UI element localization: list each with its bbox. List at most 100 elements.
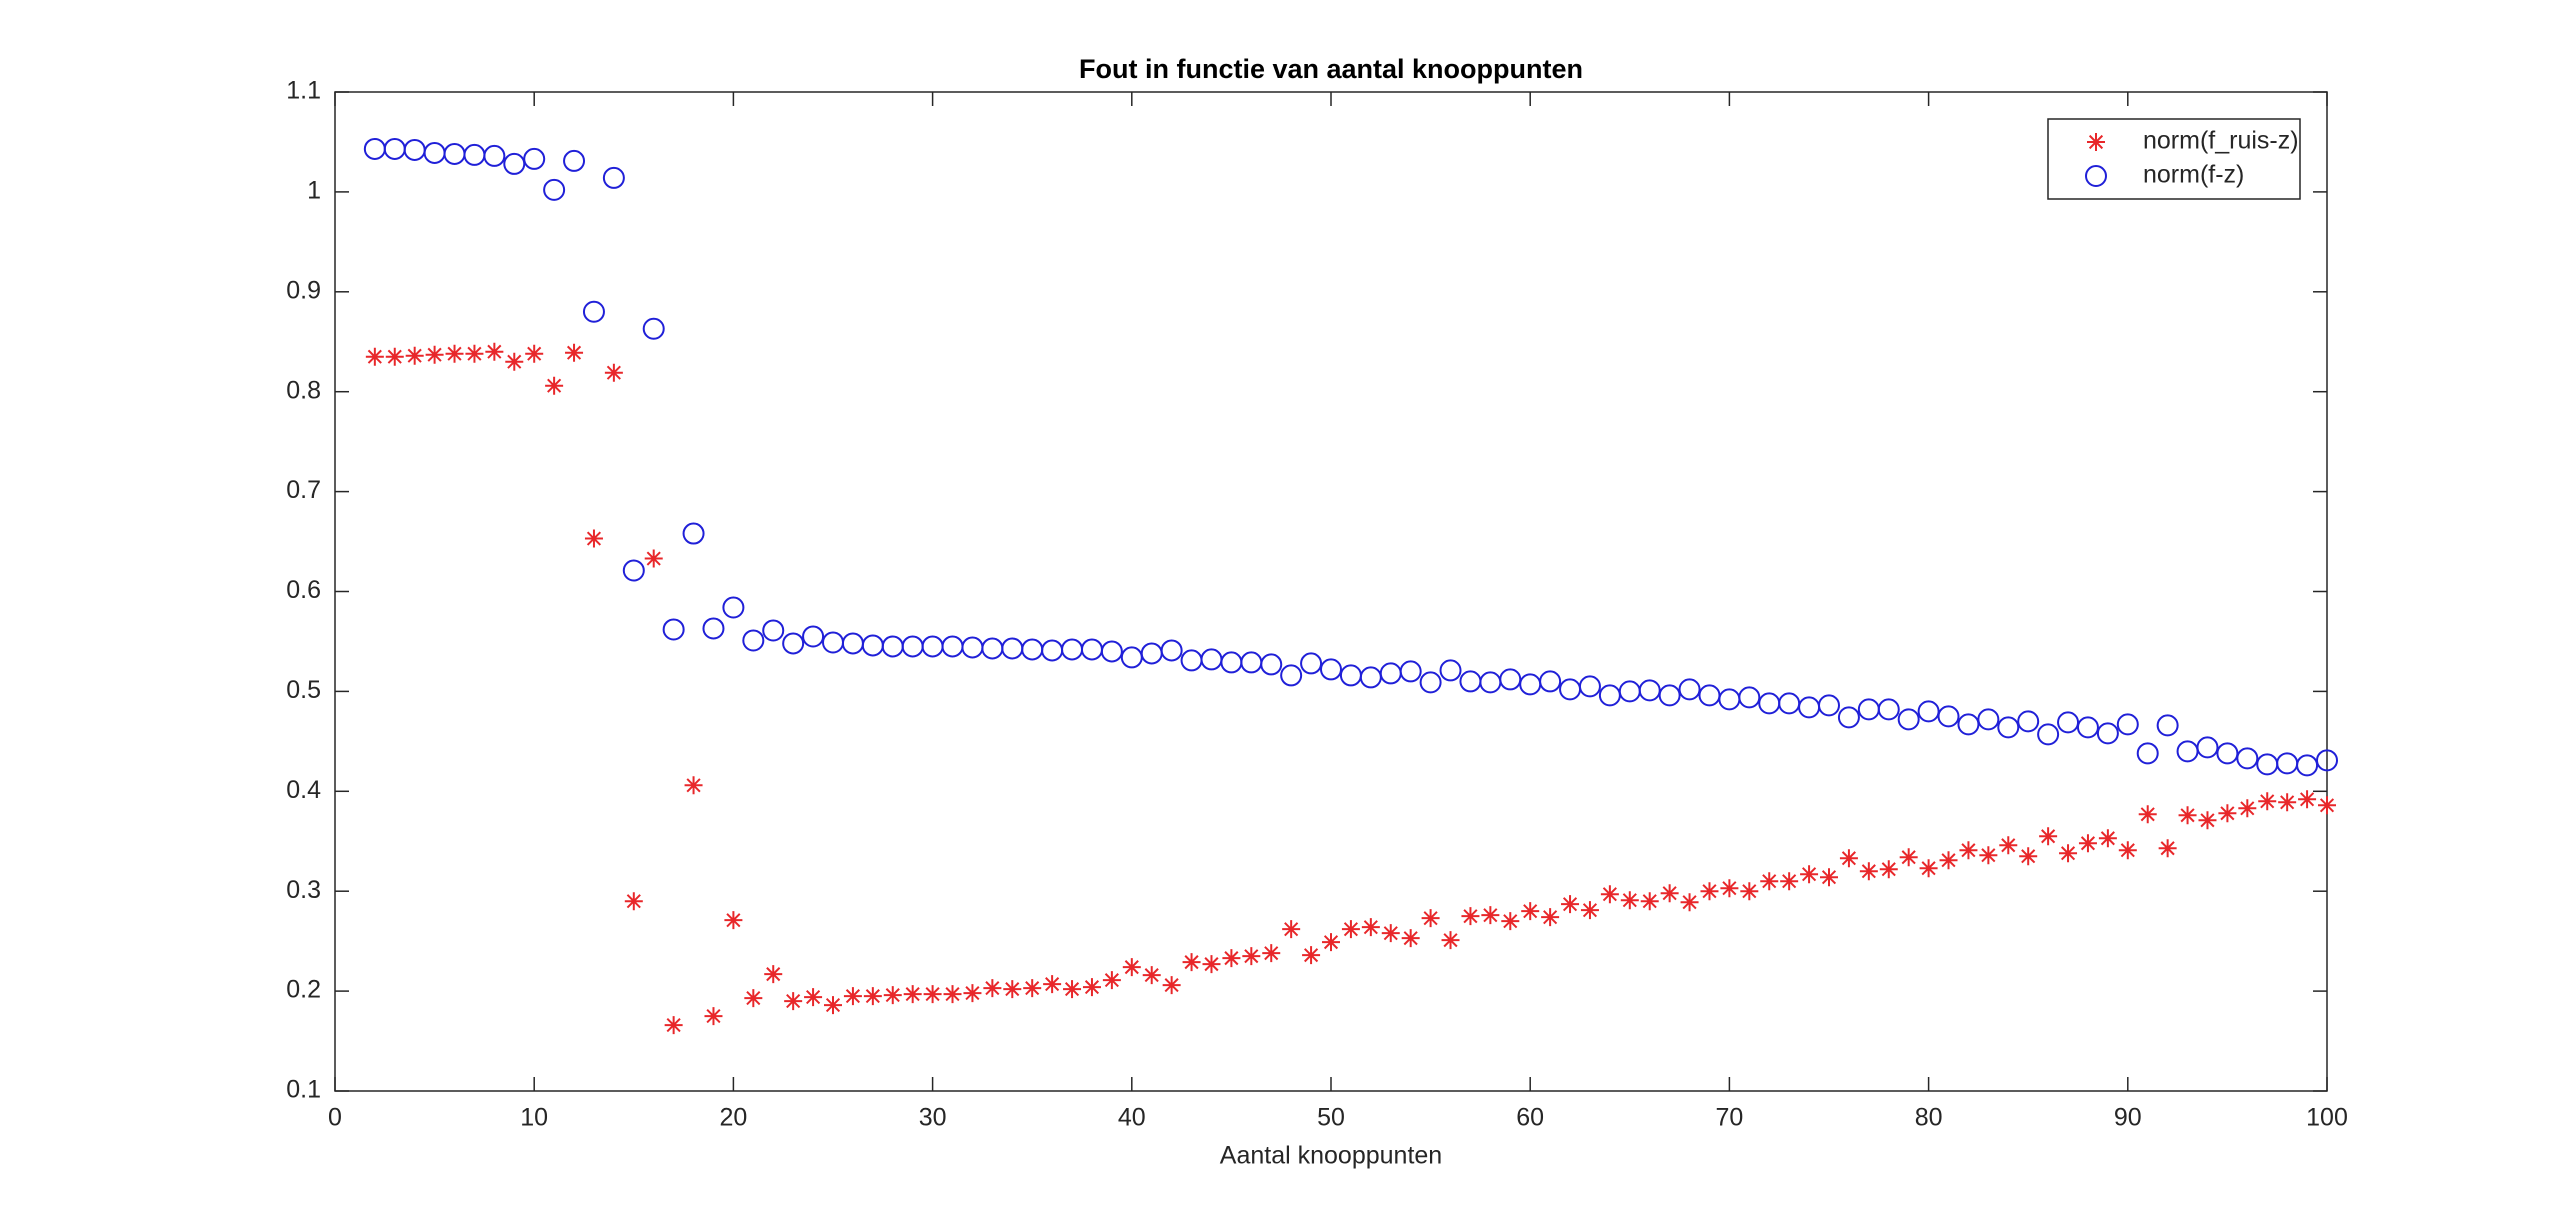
x-tick-label: 60 (1516, 1104, 1544, 1132)
plot-area (335, 92, 2327, 1091)
data-point (1740, 882, 1759, 901)
data-point (1660, 884, 1679, 903)
data-point (1700, 882, 1719, 901)
data-point (1760, 872, 1779, 891)
data-point (802, 625, 825, 648)
data-point (782, 632, 805, 655)
y-tick-label: 0.2 (286, 976, 321, 1004)
data-point (1957, 713, 1980, 736)
data-point (744, 989, 763, 1008)
data-point (1260, 653, 1283, 676)
data-point (784, 992, 803, 1011)
data-point (365, 347, 384, 366)
data-point (505, 352, 524, 371)
data-point (545, 376, 564, 395)
data-point (704, 1007, 723, 1026)
data-point (824, 996, 842, 1015)
data-point (742, 629, 765, 652)
legend-box (2047, 118, 2301, 200)
data-point (1122, 958, 1141, 977)
legend-label: norm(f-z) (2143, 161, 2244, 189)
data-point (722, 596, 745, 619)
data-point (2178, 806, 2197, 825)
data-point (1600, 885, 1619, 904)
data-point (1242, 947, 1261, 966)
data-point (1499, 668, 1522, 691)
chart-title: Fout in functie van aantal knooppunten (1079, 54, 1583, 84)
data-point (1521, 902, 1540, 921)
x-axis-label: Aantal knooppunten (1220, 1142, 1442, 1170)
data-point (1399, 660, 1422, 683)
data-point (664, 1016, 683, 1035)
data-point (483, 144, 506, 167)
x-tick-label: 90 (2114, 1104, 2142, 1132)
data-point (2298, 790, 2317, 809)
x-tick-label: 0 (328, 1104, 342, 1132)
data-point (1800, 865, 1819, 884)
data-point (465, 344, 484, 363)
data-point (1959, 841, 1978, 860)
x-tick-label: 10 (520, 1104, 548, 1132)
data-point (1302, 946, 1321, 965)
data-point (1720, 879, 1739, 898)
data-point (764, 965, 783, 984)
data-point (1897, 708, 1920, 731)
y-tick-label: 0.5 (286, 676, 321, 704)
data-point (2156, 714, 2179, 737)
x-tick-label: 40 (1118, 1104, 1146, 1132)
data-point (1879, 860, 1898, 879)
y-tick-label: 1 (307, 177, 321, 205)
data-point (2216, 742, 2239, 765)
data-point (1461, 907, 1480, 926)
data-point (1620, 891, 1639, 910)
data-point (2096, 722, 2119, 745)
data-point (2076, 716, 2099, 739)
data-point (863, 987, 882, 1006)
data-point (2316, 749, 2338, 772)
data-point (1820, 868, 1838, 887)
data-point (983, 979, 1002, 998)
data-point (1082, 978, 1101, 997)
data-point (1361, 918, 1380, 937)
data-point (1501, 912, 1520, 931)
x-tick-label: 20 (719, 1104, 747, 1132)
data-point (1142, 966, 1161, 985)
data-point (2158, 839, 2177, 858)
data-point (543, 178, 566, 201)
data-point (642, 317, 665, 340)
data-point (1162, 976, 1181, 995)
data-point (1780, 872, 1799, 891)
data-point (1439, 659, 1462, 682)
data-point (525, 344, 544, 363)
data-point (1680, 893, 1699, 912)
data-point (1859, 862, 1878, 881)
data-point (943, 985, 962, 1004)
data-point (1877, 698, 1900, 721)
data-point (923, 985, 942, 1004)
x-tick-label: 70 (1715, 1104, 1743, 1132)
data-point (2258, 792, 2277, 811)
data-point (1063, 980, 1082, 999)
data-point (2098, 829, 2117, 848)
data-point (1341, 920, 1360, 939)
data-point (2017, 710, 2040, 733)
data-point (485, 342, 504, 361)
data-point (1401, 929, 1420, 948)
data-point (2296, 754, 2319, 777)
y-tick-label: 0.9 (286, 276, 321, 304)
x-tick-label: 30 (919, 1104, 947, 1132)
data-point (624, 892, 643, 911)
data-point (724, 911, 743, 930)
data-point (1100, 640, 1123, 663)
x-tick-label: 80 (1915, 1104, 1943, 1132)
data-point (1937, 705, 1960, 728)
data-point (2198, 811, 2217, 830)
data-point (1640, 892, 1659, 911)
legend-marker (2085, 165, 2107, 187)
data-point (1300, 652, 1323, 675)
data-point (604, 363, 623, 382)
data-point (702, 617, 725, 640)
data-point (2118, 841, 2137, 860)
data-point (582, 300, 605, 323)
